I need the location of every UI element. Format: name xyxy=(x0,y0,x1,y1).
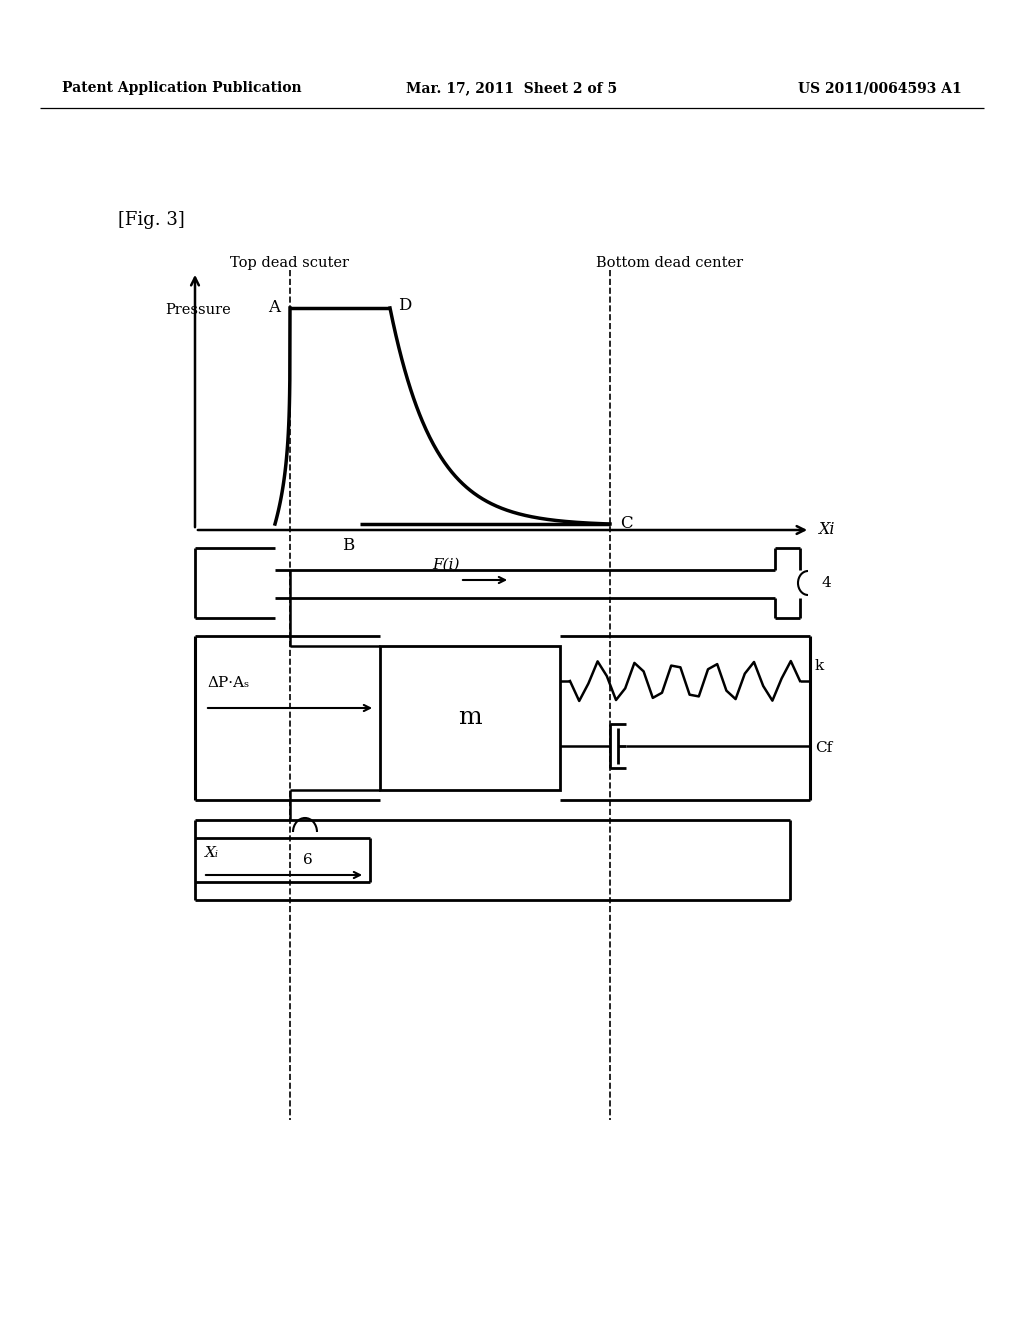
Text: D: D xyxy=(398,297,412,314)
Bar xyxy=(380,645,560,789)
Text: Top dead scuter: Top dead scuter xyxy=(230,256,349,271)
Text: F(i): F(i) xyxy=(432,558,460,572)
Text: A: A xyxy=(268,300,280,317)
Text: Cf: Cf xyxy=(815,741,833,755)
Text: Xᵢ: Xᵢ xyxy=(205,846,219,861)
Text: Patent Application Publication: Patent Application Publication xyxy=(62,81,302,95)
Text: B: B xyxy=(342,537,354,554)
Text: [Fig. 3]: [Fig. 3] xyxy=(118,211,184,228)
Text: k: k xyxy=(815,659,824,673)
Text: m: m xyxy=(458,706,482,730)
Text: C: C xyxy=(620,516,633,532)
Text: ΔP·Aₛ: ΔP·Aₛ xyxy=(207,676,249,690)
Text: 4: 4 xyxy=(822,576,831,590)
Text: Mar. 17, 2011  Sheet 2 of 5: Mar. 17, 2011 Sheet 2 of 5 xyxy=(407,81,617,95)
Text: Xi: Xi xyxy=(818,521,835,539)
Text: US 2011/0064593 A1: US 2011/0064593 A1 xyxy=(799,81,962,95)
Text: 6: 6 xyxy=(303,853,313,867)
Text: Bottom dead center: Bottom dead center xyxy=(596,256,743,271)
Text: Pressure: Pressure xyxy=(165,304,230,317)
